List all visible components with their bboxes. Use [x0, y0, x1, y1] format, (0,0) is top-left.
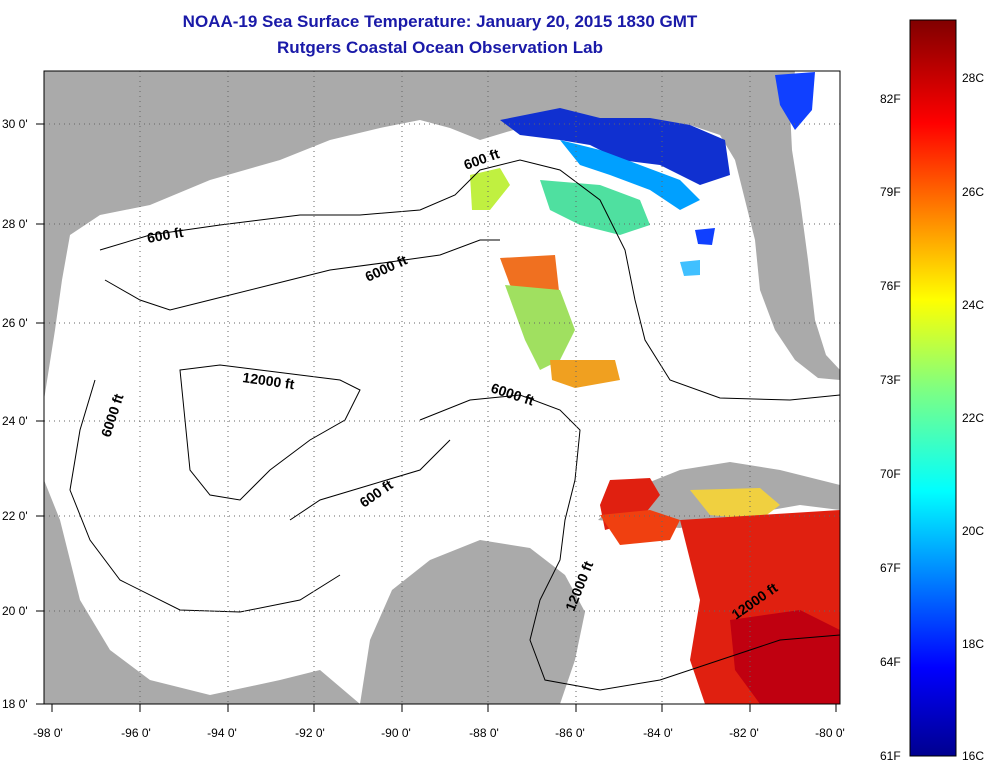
x-tick-label: -96 0' [121, 726, 151, 740]
x-tick-label: -82 0' [729, 726, 759, 740]
x-axis-labels: -98 0' -96 0' -94 0' -92 0' -90 0' -88 0… [33, 726, 845, 740]
x-tick-label: -88 0' [469, 726, 499, 740]
fahrenheit-label: 61F [880, 749, 901, 763]
celsius-label: 22C [962, 411, 984, 425]
x-tick-label: -90 0' [381, 726, 411, 740]
celsius-label: 20C [962, 524, 984, 538]
y-tick-label: 26 0' [2, 316, 28, 330]
atlantic-water [790, 71, 840, 370]
x-tick-label: -84 0' [643, 726, 673, 740]
fahrenheit-label: 70F [880, 467, 901, 481]
graticule [44, 71, 840, 704]
contour-label: 12000 ft [242, 369, 296, 392]
x-tick-label: -94 0' [207, 726, 237, 740]
fahrenheit-label: 64F [880, 655, 901, 669]
colorbar-gradient [909, 19, 957, 757]
colorbar: 82F 79F 76F 73F 70F 67F 64F 61F 28C 26C … [880, 19, 984, 763]
bathymetry-contours [69, 159, 840, 691]
x-tick-label: -86 0' [555, 726, 585, 740]
fahrenheit-label: 76F [880, 279, 901, 293]
y-tick-label: 20 0' [2, 604, 28, 618]
fahrenheit-label: 67F [880, 561, 901, 575]
x-tick-label: -80 0' [815, 726, 845, 740]
map-subtitle: Rutgers Coastal Ocean Observation Lab [277, 38, 603, 57]
y-axis-labels: 30 0' 28 0' 26 0' 24 0' 22 0' 20 0' 18 0… [2, 117, 28, 711]
fahrenheit-label: 82F [880, 92, 901, 106]
x-tick-label: -98 0' [33, 726, 63, 740]
celsius-label: 16C [962, 749, 984, 763]
map-title: NOAA-19 Sea Surface Temperature: January… [182, 12, 698, 31]
celsius-label: 24C [962, 298, 984, 312]
y-tick-label: 22 0' [2, 509, 28, 523]
y-tick-label: 30 0' [2, 117, 28, 131]
fahrenheit-label: 79F [880, 185, 901, 199]
sst-data-patches [470, 72, 840, 704]
colorbar-fahrenheit-labels: 82F 79F 76F 73F 70F 67F 64F 61F [880, 92, 901, 763]
map-frame [43, 70, 841, 705]
celsius-label: 26C [962, 185, 984, 199]
tick-marks [36, 123, 837, 712]
y-tick-label: 28 0' [2, 217, 28, 231]
contour-label: 600 ft [146, 224, 185, 246]
y-tick-label: 18 0' [2, 697, 28, 711]
mexico-land [44, 480, 360, 704]
yucatan-land [360, 540, 585, 704]
fahrenheit-label: 73F [880, 373, 901, 387]
colorbar-celsius-labels: 28C 26C 24C 22C 20C 18C 16C [962, 71, 984, 763]
map-area: 600 ft 600 ft 6000 ft 12000 ft 6000 ft 6… [44, 71, 840, 704]
celsius-label: 28C [962, 71, 984, 85]
celsius-label: 18C [962, 637, 984, 651]
y-tick-label: 24 0' [2, 414, 28, 428]
x-tick-label: -92 0' [295, 726, 325, 740]
